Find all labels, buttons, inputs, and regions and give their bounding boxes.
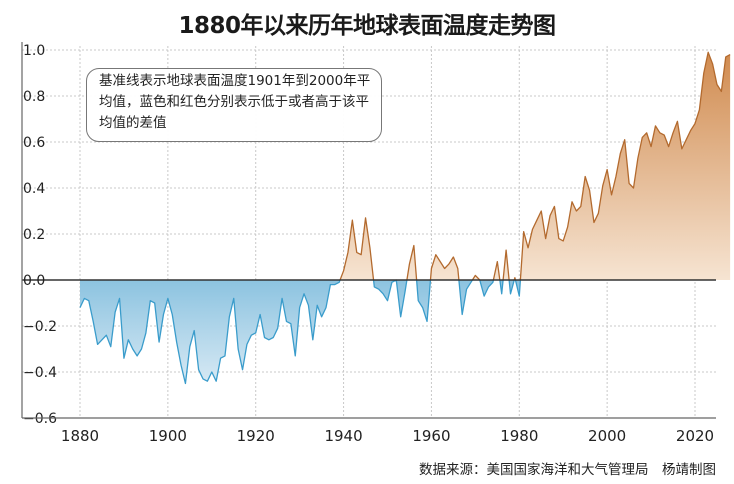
chart-title: 1880年以来历年地球表面温度走势图 [178,13,556,39]
negative-series-line [79,280,522,385]
y-tick-label: 1.0 [23,43,45,59]
positive-series-line [339,51,731,280]
x-tick-label: 1940 [324,427,362,445]
x-tick-label: 2000 [588,427,626,445]
x-tick-label: 1880 [61,427,99,445]
y-tick-label: 0.4 [23,181,45,197]
x-tick-label: 2020 [676,427,714,445]
x-tick-label: 1900 [149,427,187,445]
source-credit: 数据来源：美国国家海洋和大气管理局 杨靖制图 [419,462,716,478]
x-tick-label: 1960 [412,427,450,445]
y-tick-label: −0.6 [23,411,57,427]
y-tick-label: −0.4 [23,365,57,381]
area-layer [22,51,731,385]
x-tick-label: 1980 [500,427,538,445]
negative-area [80,280,731,384]
y-tick-label: 0.8 [23,89,45,105]
y-tick-label: −0.2 [23,319,57,335]
x-tick-label: 1920 [237,427,275,445]
y-tick-label: 0.6 [23,135,45,151]
y-tick-label: 0.2 [23,227,45,243]
y-tick-label: 0.0 [23,273,45,289]
positive-area [80,52,731,280]
annotation-box: 基准线表示地球表面温度1901年到2000年平均值，蓝色和红色分别表示低于或者高… [86,68,382,142]
